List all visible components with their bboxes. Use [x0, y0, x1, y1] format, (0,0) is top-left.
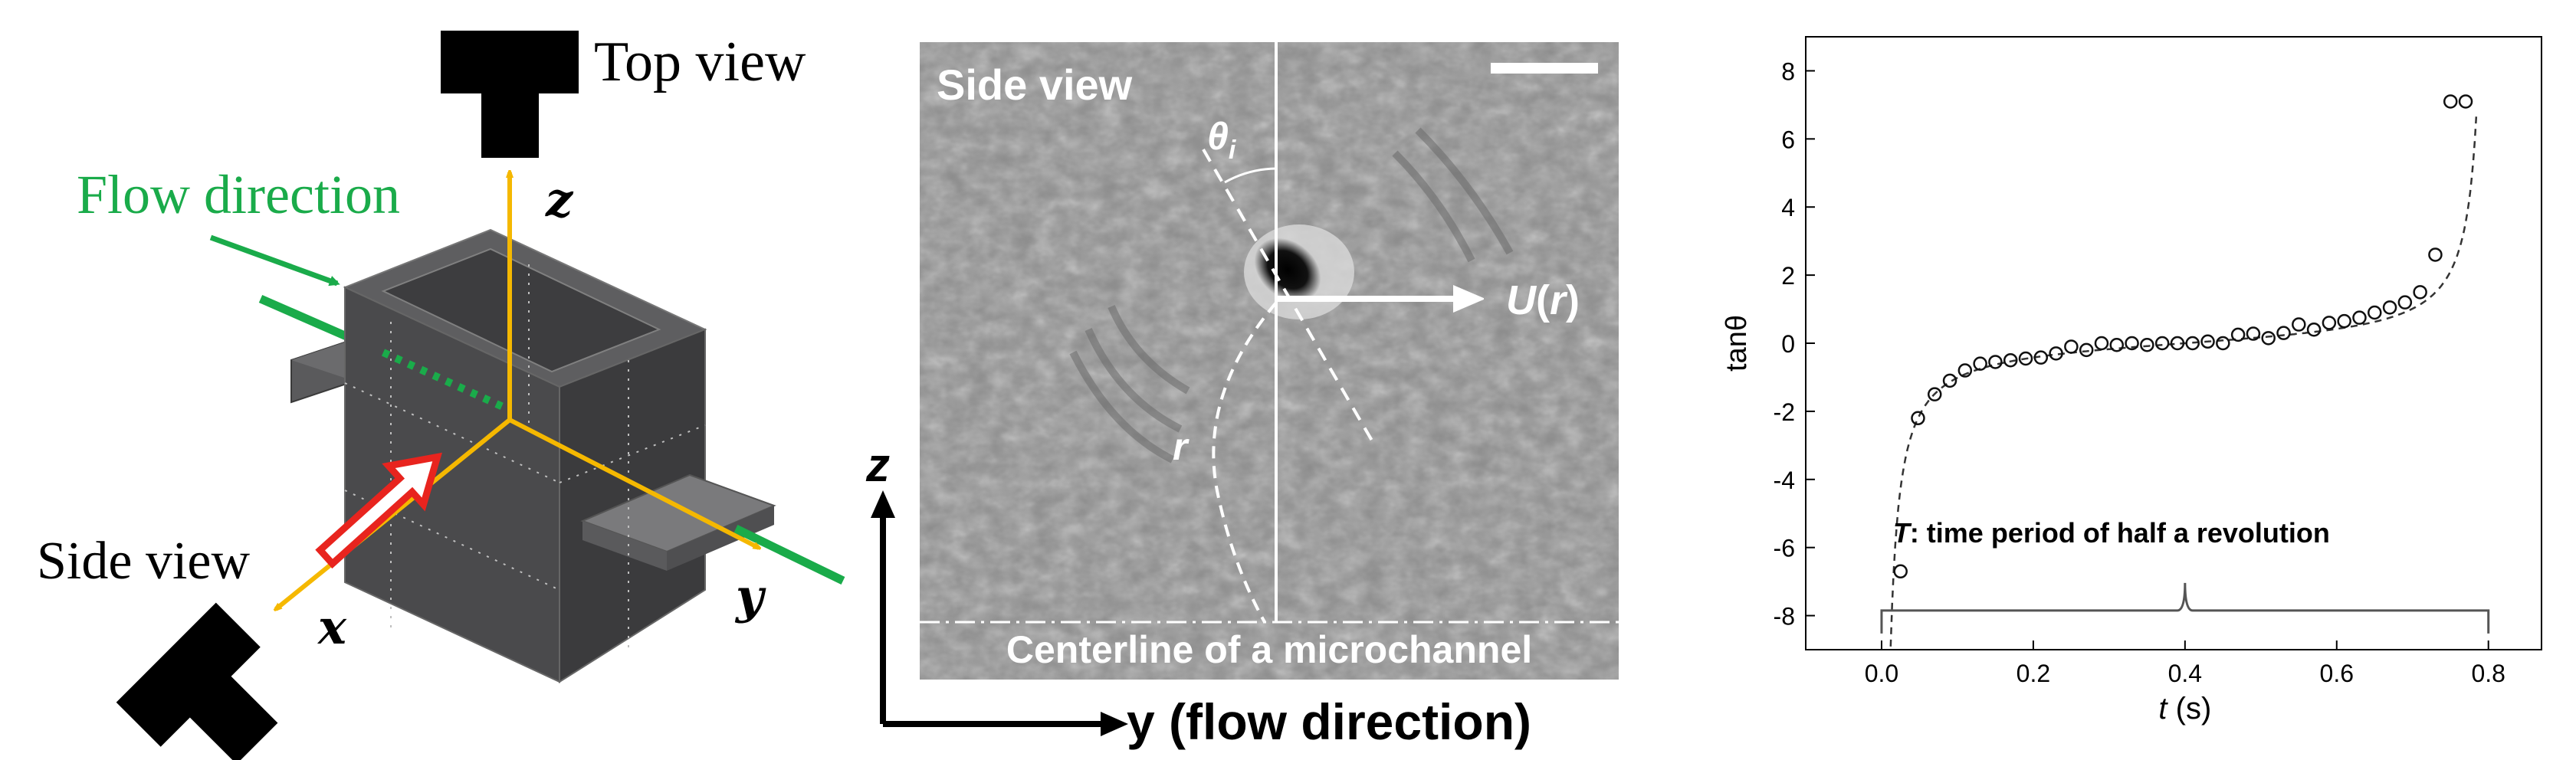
data-point — [2397, 295, 2413, 310]
y-ticks: -8 -6 -4 -2 0 2 4 6 8 — [1774, 57, 1815, 631]
diffraction-fringes — [1069, 127, 1514, 464]
schematic-drawing: Top view Flow direction — [37, 31, 845, 760]
panel-b-y-label: y (flow direction) — [1127, 693, 1531, 750]
data-point — [2094, 336, 2109, 351]
theta-label: θi — [1207, 115, 1237, 165]
x-tick-label: 0.8 — [2471, 660, 2505, 687]
y-axis — [508, 418, 759, 548]
x-tick-label: 0.4 — [2168, 660, 2202, 687]
y-tick-label: 2 — [1781, 262, 1795, 290]
y-tick-label: 6 — [1781, 126, 1795, 153]
data-point — [1973, 356, 1987, 371]
data-point — [2064, 339, 2079, 354]
data-point — [2458, 94, 2473, 109]
data-point — [2230, 327, 2246, 342]
fitted-curve — [1889, 116, 2478, 647]
y-tick-label: -8 — [1774, 603, 1795, 631]
flow-line-front — [733, 525, 845, 585]
data-point — [2413, 285, 2427, 300]
panel-b-z-label: z — [865, 439, 890, 492]
period-annotation: T: time period of half a revolution — [1893, 517, 2330, 549]
data-point — [1927, 387, 1942, 401]
data-point — [2216, 336, 2230, 351]
data-point — [2292, 317, 2306, 332]
data-point — [2125, 336, 2139, 351]
schematic-panel: Top view Flow direction — [0, 0, 858, 760]
particle — [1254, 238, 1321, 302]
data-point — [2246, 326, 2261, 341]
side-view-label: Side view — [937, 61, 1133, 109]
y-tick-label: -6 — [1774, 535, 1795, 562]
data-point — [2337, 313, 2351, 329]
data-point — [2382, 300, 2397, 315]
axis-x-label: x — [317, 599, 347, 655]
data-point — [1957, 363, 1973, 378]
data-points — [1893, 94, 2473, 579]
r-curve — [1212, 301, 1278, 623]
data-point — [2200, 334, 2215, 349]
tan-theta-chart: -8 -6 -4 -2 0 2 4 6 8 0.0 0.2 0.4 0.6 0.8 T: time pe… — [1721, 36, 2542, 726]
theta-arc — [1224, 167, 1277, 184]
y-tick-label: -4 — [1774, 467, 1795, 494]
axis-y-label: y — [734, 568, 766, 624]
data-point — [2428, 247, 2443, 262]
micrograph-noise — [920, 42, 1619, 680]
flow-direction-label: Flow direction — [77, 164, 400, 225]
centerline-label: Centerline of a microchannel — [1006, 628, 1532, 671]
data-point — [2018, 351, 2033, 366]
data-point — [1911, 411, 1925, 426]
data-point — [2352, 310, 2367, 325]
y-tick-label: 8 — [1781, 57, 1795, 85]
y-tick-label: 0 — [1781, 330, 1795, 358]
axis-z-label: z — [545, 172, 574, 228]
x-ticks: 0.0 0.2 0.4 0.6 0.8 — [1865, 640, 2505, 687]
data-point — [2306, 322, 2322, 337]
velocity-label: U(r) — [1506, 277, 1580, 323]
channel-block — [290, 228, 776, 683]
flow-direction-arrow — [209, 234, 340, 287]
data-point — [2033, 350, 2049, 365]
y-tick-label: -2 — [1774, 398, 1795, 426]
data-point — [2276, 326, 2291, 340]
data-point — [2170, 336, 2185, 351]
data-point — [2185, 336, 2200, 351]
data-point — [2443, 94, 2458, 109]
side-view-label: Side view — [37, 532, 250, 591]
data-point — [1942, 373, 1957, 388]
chart-panel: -8 -6 -4 -2 0 2 4 6 8 0.0 0.2 0.4 0.6 0.8 T: time pe… — [1717, 0, 2576, 760]
data-point — [2261, 331, 2276, 346]
flow-line-hidden — [381, 349, 512, 414]
micrograph-drawing: Side view θi U(r) r Centerline of a micr… — [865, 42, 1619, 750]
data-point — [2079, 342, 2094, 358]
data-point — [2109, 337, 2125, 352]
data-point — [2140, 337, 2154, 352]
side-view-t-icon — [116, 602, 278, 760]
particle-axis-line — [1202, 148, 1373, 442]
data-point — [2003, 352, 2018, 368]
y-tick-label: 4 — [1781, 194, 1795, 221]
x-axis-label: t (s) — [2158, 692, 2211, 726]
x-axis — [276, 418, 511, 609]
top-view-label: Top view — [594, 31, 806, 93]
x-tick-label: 0.2 — [2016, 660, 2050, 687]
data-point — [2049, 346, 2063, 361]
micrograph-panel: Side view θi U(r) r Centerline of a micr… — [858, 0, 1625, 760]
data-point — [2322, 316, 2337, 330]
x-tick-label: 0.6 — [2320, 660, 2354, 687]
side-view-red-arrow — [315, 452, 442, 569]
data-point — [2368, 305, 2382, 320]
data-point — [1988, 355, 2003, 369]
top-view-t-icon — [441, 31, 579, 158]
r-label: r — [1173, 425, 1190, 468]
x-tick-label: 0.0 — [1865, 660, 1898, 687]
data-point — [2154, 336, 2170, 351]
data-point — [1893, 564, 1908, 579]
period-brace — [1880, 582, 2490, 634]
scale-bar — [1491, 63, 1598, 74]
y-axis-label: tanθ — [1721, 315, 1753, 372]
